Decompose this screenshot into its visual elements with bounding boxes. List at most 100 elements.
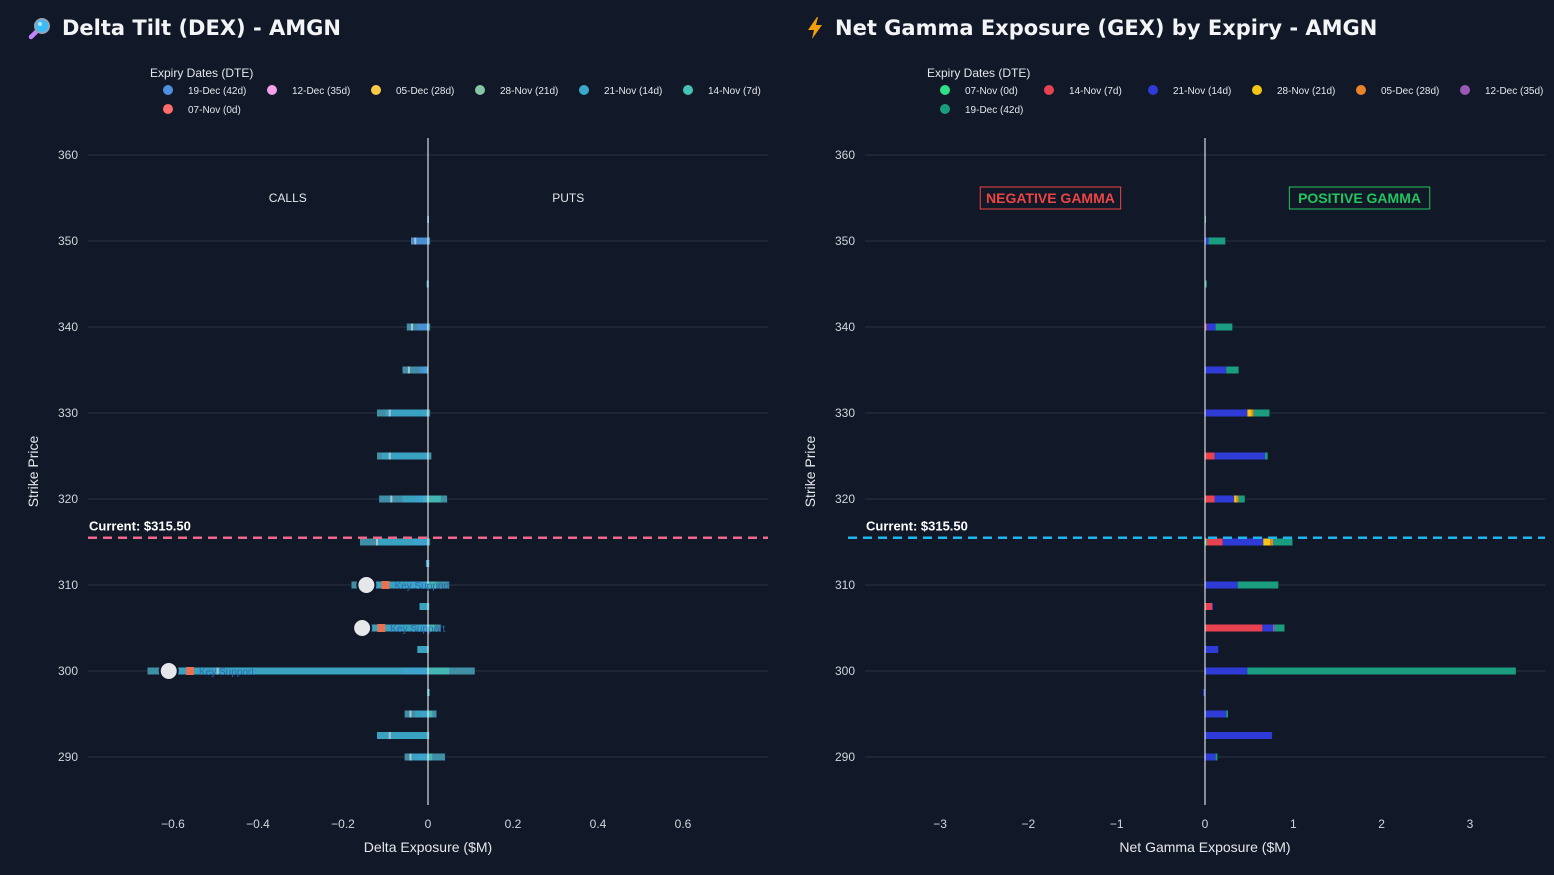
dex-bar-segment — [411, 753, 428, 761]
gex-bar-segment — [1206, 323, 1216, 331]
gex-bar-segment — [1273, 624, 1275, 632]
gex-bar-segment — [1253, 409, 1270, 417]
dex-bar-segment — [419, 603, 428, 610]
dex-x-tick-label: 0.4 — [590, 817, 607, 831]
dex-bar-segment — [428, 667, 450, 675]
dex-bar-segment — [423, 366, 428, 374]
dex-annotation-puts: PUTS — [552, 191, 584, 205]
dex-legend-label: 19-Dec (42d) — [188, 86, 246, 97]
gex-bar-segment — [1274, 624, 1285, 632]
gex-legend-label: 12-Dec (35d) — [1485, 86, 1543, 97]
gex-bar-segment — [1205, 753, 1216, 761]
gex-x-tick-label: −3 — [933, 817, 947, 831]
dex-x-axis-title: Delta Exposure ($M) — [364, 839, 492, 855]
dex-key-support-marker — [352, 618, 373, 638]
gex-bar-segment — [1205, 495, 1215, 503]
gex-legend-marker — [1252, 85, 1262, 95]
gex-annotation-box — [979, 186, 1122, 210]
dex-legend-marker — [683, 85, 693, 95]
gex-bar-segment — [1238, 495, 1245, 503]
dex-current-price-label: Current: $315.50 — [89, 519, 191, 534]
gex-bar-segment — [1215, 323, 1233, 331]
dex-y-tick-label: 310 — [58, 578, 78, 592]
dex-y-axis-title: Strike Price — [25, 436, 41, 508]
gex-y-tick-label: 310 — [835, 578, 855, 592]
gex-y-axis-title: Strike Price — [802, 436, 818, 508]
dex-legend-marker — [267, 85, 277, 95]
gex-x-axis-title: Net Gamma Exposure ($M) — [1119, 839, 1290, 855]
dex-annotation-calls: CALLS — [269, 191, 307, 205]
dex-chart-title: Delta Tilt (DEX) - AMGN — [28, 16, 341, 40]
gex-legend-marker — [1148, 85, 1158, 95]
gex-bar-segment — [1215, 753, 1218, 761]
gex-bar-segment — [1214, 495, 1235, 503]
gex-x-tick-label: 0 — [1202, 817, 1209, 831]
gex-bar-segment — [1226, 366, 1239, 374]
dex-y-tick-label: 320 — [58, 492, 78, 506]
gex-bar-segment — [1205, 667, 1248, 675]
dex-bar-segment — [428, 753, 433, 761]
dex-legend-title: Expiry Dates (DTE) — [150, 66, 253, 80]
dex-bar-divider — [388, 452, 391, 460]
gex-bar-segment — [1234, 495, 1237, 503]
gex-annotation-positive: POSITIVE GAMMA — [1298, 190, 1421, 206]
gex-bar-segment — [1205, 323, 1207, 331]
gex-title-text: Net Gamma Exposure (GEX) by Expiry - AMG… — [835, 16, 1378, 40]
gex-bar-segment — [1205, 366, 1227, 374]
gex-bar-segment — [1214, 452, 1266, 460]
dex-bar-segment — [377, 732, 428, 739]
gex-bar-segment — [1270, 538, 1273, 546]
dex-legend-marker — [371, 85, 381, 95]
dex-bar-segment — [372, 624, 428, 632]
gex-annotation-box — [1288, 186, 1431, 210]
dex-bar-segment — [385, 409, 428, 417]
gex-chart: 290 300 310 320 330 340 350 360 −3 −2 −1 0 1 2 3 Net Ga… — [802, 66, 1545, 855]
gex-panel: Net Gamma Exposure (GEX) by Expiry - AMG… — [777, 0, 1554, 875]
dex-bar-divider — [414, 237, 417, 245]
dex-x-tick-label: 0.6 — [675, 817, 692, 831]
dex-legend-label: 05-Dec (28d) — [396, 86, 454, 97]
gex-bar-segment — [1265, 452, 1268, 460]
dex-x-tick-label: 0 — [425, 817, 432, 831]
gex-legend-marker — [940, 85, 950, 95]
gex-bar-segment — [1263, 538, 1271, 546]
dex-bar-divider — [409, 753, 412, 761]
gex-bar-segment — [1247, 409, 1252, 417]
gex-bar-segment — [1205, 237, 1209, 245]
dex-bar-segment — [425, 323, 428, 331]
gex-legend-marker — [1356, 85, 1366, 95]
dex-key-support-square — [186, 667, 194, 675]
gex-x-tick-label: 1 — [1290, 817, 1297, 831]
gex-y-tick-label: 340 — [835, 320, 855, 334]
dex-title-text: Delta Tilt (DEX) - AMGN — [62, 16, 341, 40]
gex-x-tick-label: −2 — [1022, 817, 1036, 831]
dex-key-support-label: Key Support — [395, 581, 450, 592]
dex-key-support-square — [381, 581, 390, 589]
gex-bar-segment — [1203, 689, 1205, 696]
dex-bar-divider — [411, 323, 414, 331]
dex-bar-segment — [425, 560, 428, 567]
dex-bar-segment — [428, 689, 430, 696]
dex-bar-segment — [415, 710, 428, 718]
dex-bar-segment — [173, 667, 428, 675]
gex-bar-segment — [1273, 538, 1293, 546]
dex-legend-marker — [163, 104, 173, 114]
dex-chart: 290 300 310 320 330 340 350 360 −0.6 −0.4 −0.2 0 0.2… — [25, 66, 768, 855]
lightning-icon — [805, 16, 825, 40]
dex-x-tick-label: 0.2 — [505, 817, 522, 831]
gex-bar-segment — [1251, 409, 1254, 417]
gex-legend-marker — [1460, 85, 1470, 95]
gex-bar-segment — [1205, 538, 1207, 546]
gex-current-price-label: Current: $315.50 — [866, 519, 968, 534]
gex-annotation-negative: NEGATIVE GAMMA — [986, 190, 1115, 206]
dex-panel: Delta Tilt (DEX) - AMGN 290 300 310 320 330 3… — [25, 16, 768, 855]
gex-x-tick-label: 2 — [1378, 817, 1385, 831]
dex-bar-divider — [407, 366, 410, 374]
dex-legend-label: 07-Nov (0d) — [188, 105, 241, 116]
gex-bar-segment — [1226, 710, 1228, 718]
dex-legend-label: 12-Dec (35d) — [292, 86, 350, 97]
dex-bar-divider — [388, 732, 391, 739]
dex-x-tick-label: −0.2 — [331, 817, 355, 831]
dex-bar-segment — [368, 581, 428, 589]
dex-bar-segment — [402, 495, 428, 503]
